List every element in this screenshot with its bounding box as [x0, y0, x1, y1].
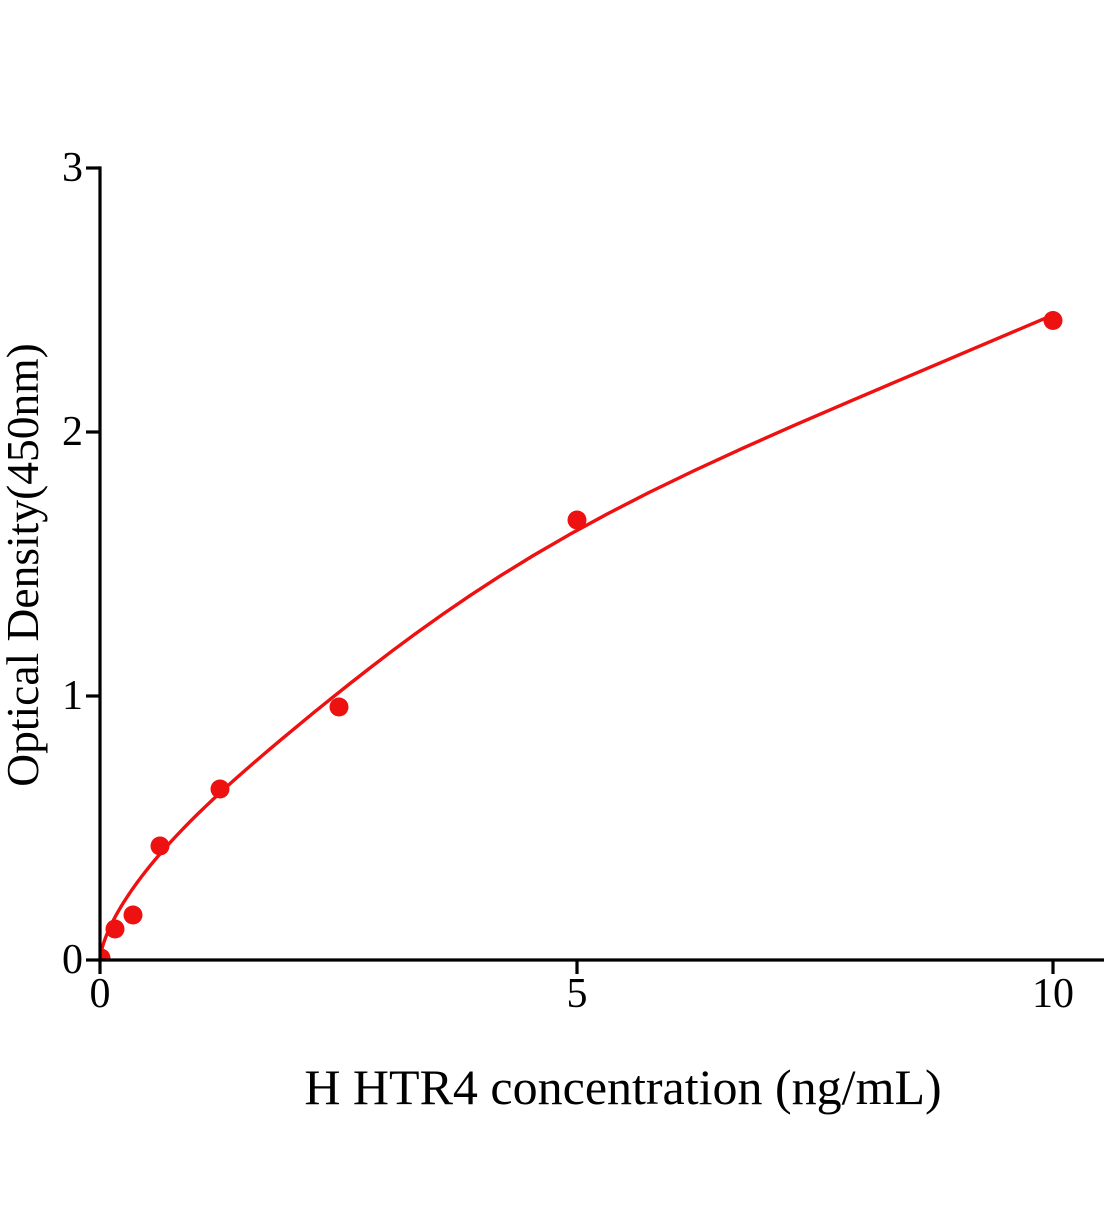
svg-text:5: 5: [567, 971, 588, 1017]
svg-text:1: 1: [62, 673, 83, 719]
svg-text:0: 0: [62, 937, 83, 983]
svg-text:0: 0: [90, 971, 111, 1017]
svg-text:10: 10: [1032, 971, 1074, 1017]
svg-text:H HTR4 concentration (ng/mL): H HTR4 concentration (ng/mL): [304, 1059, 941, 1115]
svg-text:3: 3: [62, 145, 83, 191]
svg-text:Optical Density(450nm): Optical Density(450nm): [0, 343, 48, 787]
svg-text:2: 2: [62, 409, 83, 455]
